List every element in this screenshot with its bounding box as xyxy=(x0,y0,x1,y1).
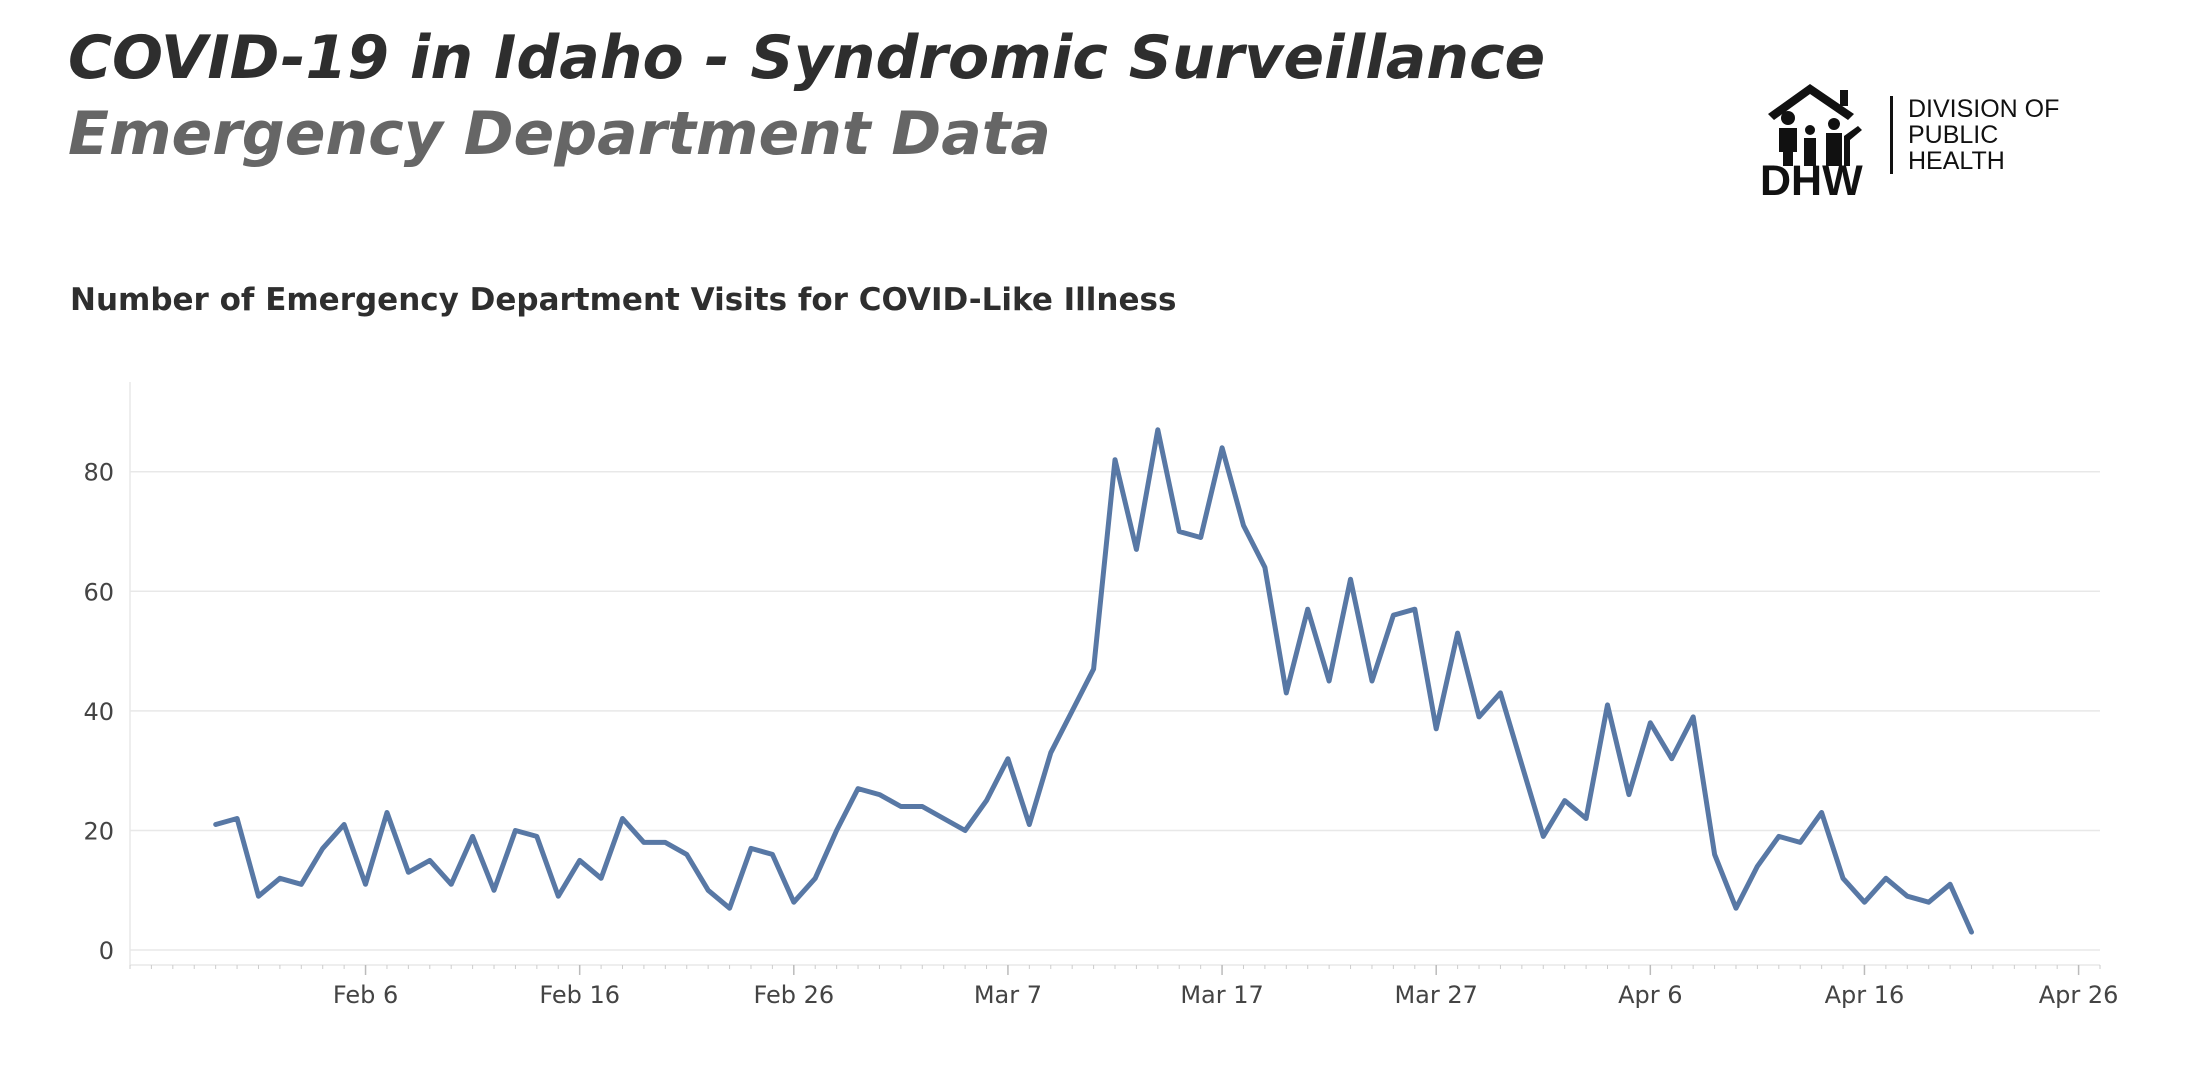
x-tick-label: Mar 7 xyxy=(974,981,1042,1009)
logo-divider xyxy=(1890,96,1893,174)
x-tick-label: Mar 27 xyxy=(1394,981,1477,1009)
page-subtitle: Emergency Department Data xyxy=(68,99,1051,169)
logo-text: DIVISION OF PUBLIC HEALTH xyxy=(1908,96,2059,174)
x-tick-label: Apr 6 xyxy=(1618,981,1682,1009)
house-with-family-icon: DHW xyxy=(1760,84,1863,198)
chart-title: Number of Emergency Department Visits fo… xyxy=(70,282,1177,318)
x-tick-label: Mar 17 xyxy=(1180,981,1263,1009)
x-tick-label: Apr 16 xyxy=(1825,981,1905,1009)
y-tick-label: 40 xyxy=(83,698,114,726)
x-tick-label: Feb 26 xyxy=(753,981,834,1009)
y-tick-label: 60 xyxy=(83,578,114,606)
x-tick-label: Apr 26 xyxy=(2039,981,2119,1009)
y-tick-label: 80 xyxy=(83,459,114,487)
logo-line-2: PUBLIC xyxy=(1908,121,1999,149)
y-tick-label: 20 xyxy=(83,817,114,845)
dhw-logo: DHW DIVISION OF PUBLIC HEALTH xyxy=(1760,78,2060,198)
x-tick-label: Feb 16 xyxy=(539,981,620,1009)
page-title: COVID-19 in Idaho - Syndromic Surveillan… xyxy=(68,23,1546,93)
x-tick-label: Feb 6 xyxy=(333,981,398,1009)
logo-line-1: DIVISION OF xyxy=(1908,95,2060,123)
logo-line-3: HEALTH xyxy=(1908,147,2005,175)
series-line xyxy=(213,427,1974,935)
y-tick-label: 0 xyxy=(99,937,114,965)
logo-mark: DHW xyxy=(1760,157,1863,198)
